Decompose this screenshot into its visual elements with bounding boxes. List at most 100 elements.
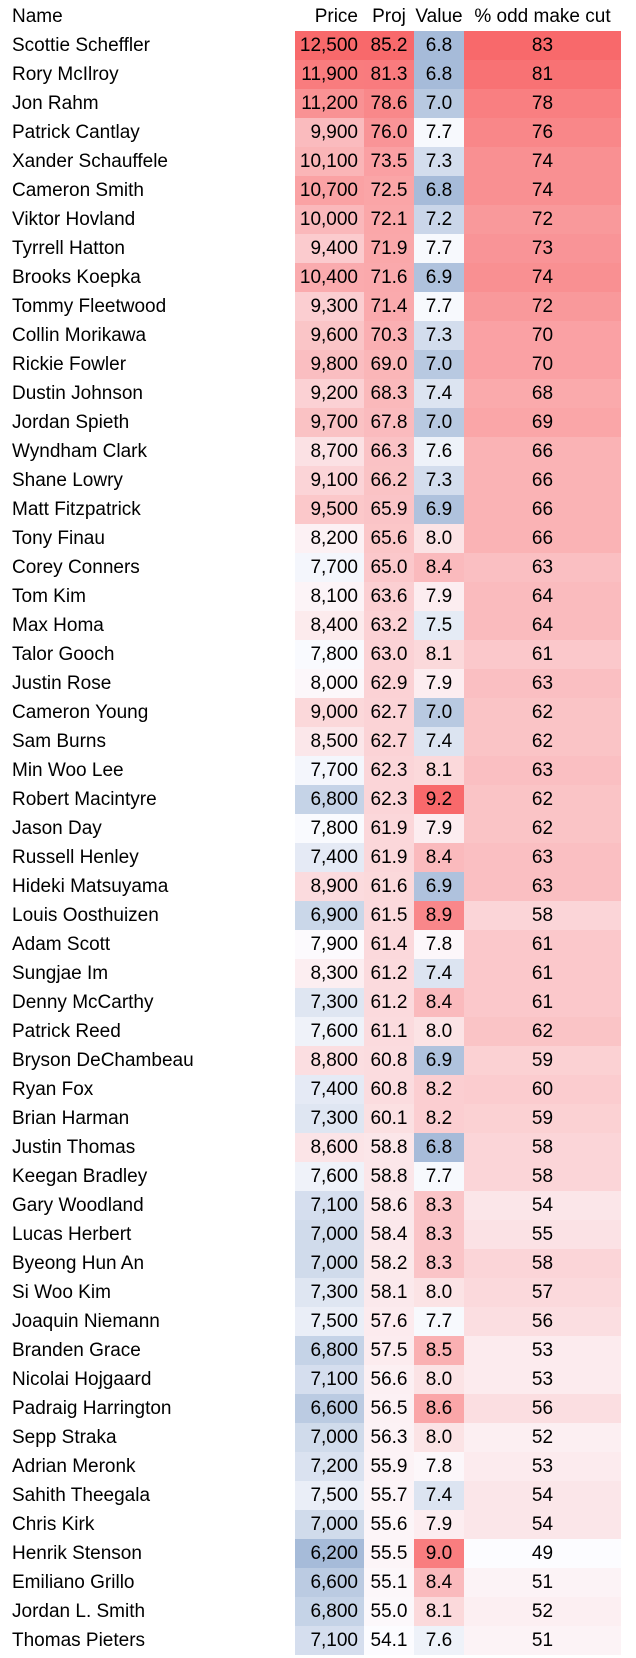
table-row: Jordan L. Smith 6,800 55.0 8.1 52 (0, 1597, 621, 1626)
cell-price: 7,800 (295, 814, 364, 843)
cell-value: 7.6 (414, 437, 464, 466)
cell-name: Matt Fitzpatrick (12, 498, 141, 520)
cell-proj: 61.4 (364, 930, 414, 959)
cell-proj: 54.1 (364, 1626, 414, 1655)
cell-proj: 58.1 (364, 1278, 414, 1307)
cell-cut: 63 (464, 669, 621, 698)
cell-proj: 65.0 (364, 553, 414, 582)
player-table: Name Price Proj Value % odd make cut Sco… (0, 2, 621, 1655)
cell-price: 7,500 (295, 1307, 364, 1336)
cell-name: Ryan Fox (12, 1078, 94, 1100)
cell-price: 6,600 (295, 1394, 364, 1423)
table-row: Thomas Pieters 7,100 54.1 7.6 51 (0, 1626, 621, 1655)
cell-value: 7.2 (414, 205, 464, 234)
cell-price: 7,000 (295, 1220, 364, 1249)
cell-price: 8,500 (295, 727, 364, 756)
cell-proj: 62.7 (364, 698, 414, 727)
cell-cut: 51 (464, 1568, 621, 1597)
cell-cut: 59 (464, 1046, 621, 1075)
cell-proj: 61.9 (364, 814, 414, 843)
cell-price: 8,000 (295, 669, 364, 698)
cell-price: 11,900 (295, 60, 364, 89)
cell-name: Russell Henley (12, 846, 139, 868)
cell-proj: 62.9 (364, 669, 414, 698)
cell-cut: 66 (464, 524, 621, 553)
cell-cut: 52 (464, 1597, 621, 1626)
cell-cut: 68 (464, 379, 621, 408)
cell-value: 7.8 (414, 930, 464, 959)
cell-cut: 62 (464, 814, 621, 843)
cell-cut: 61 (464, 988, 621, 1017)
table-row: Henrik Stenson 6,200 55.5 9.0 49 (0, 1539, 621, 1568)
cell-proj: 61.5 (364, 901, 414, 930)
table-row: Adrian Meronk 7,200 55.9 7.8 53 (0, 1452, 621, 1481)
cell-cut: 61 (464, 959, 621, 988)
cell-value: 7.4 (414, 1481, 464, 1510)
cell-value: 8.1 (414, 1597, 464, 1626)
cell-name: Tony Finau (12, 527, 105, 549)
cell-name: Bryson DeChambeau (12, 1049, 194, 1071)
cell-cut: 70 (464, 321, 621, 350)
cell-value: 6.8 (414, 60, 464, 89)
cell-cut: 66 (464, 495, 621, 524)
cell-proj: 61.6 (364, 872, 414, 901)
table-row: Si Woo Kim 7,300 58.1 8.0 57 (0, 1278, 621, 1307)
cell-value: 6.8 (414, 176, 464, 205)
cell-proj: 61.1 (364, 1017, 414, 1046)
cell-name: Corey Conners (12, 556, 140, 578)
header-name: Name (12, 5, 63, 27)
cell-price: 9,800 (295, 350, 364, 379)
cell-name: Lucas Herbert (12, 1223, 132, 1245)
table-row: Denny McCarthy 7,300 61.2 8.4 61 (0, 988, 621, 1017)
cell-price: 10,400 (295, 263, 364, 292)
cell-proj: 76.0 (364, 118, 414, 147)
cell-value: 8.4 (414, 1568, 464, 1597)
cell-name: Henrik Stenson (12, 1542, 142, 1564)
table-row: Jordan Spieth 9,700 67.8 7.0 69 (0, 408, 621, 437)
cell-price: 8,700 (295, 437, 364, 466)
cell-price: 8,300 (295, 959, 364, 988)
cell-value: 6.9 (414, 263, 464, 292)
cell-cut: 72 (464, 292, 621, 321)
cell-cut: 62 (464, 727, 621, 756)
cell-cut: 58 (464, 1249, 621, 1278)
cell-proj: 58.4 (364, 1220, 414, 1249)
table-row: Shane Lowry 9,100 66.2 7.3 66 (0, 466, 621, 495)
cell-value: 7.0 (414, 89, 464, 118)
table-row: Tommy Fleetwood 9,300 71.4 7.7 72 (0, 292, 621, 321)
cell-price: 9,900 (295, 118, 364, 147)
cell-value: 9.2 (414, 785, 464, 814)
cell-proj: 55.6 (364, 1510, 414, 1539)
cell-name: Jordan Spieth (12, 411, 130, 433)
cell-value: 7.4 (414, 379, 464, 408)
cell-cut: 49 (464, 1539, 621, 1568)
cell-name: Viktor Hovland (12, 208, 136, 230)
cell-price: 8,600 (295, 1133, 364, 1162)
cell-price: 8,400 (295, 611, 364, 640)
table-row: Sungjae Im 8,300 61.2 7.4 61 (0, 959, 621, 988)
cell-proj: 66.3 (364, 437, 414, 466)
cell-proj: 63.0 (364, 640, 414, 669)
cell-value: 8.4 (414, 988, 464, 1017)
cell-proj: 60.8 (364, 1075, 414, 1104)
table-row: Branden Grace 6,800 57.5 8.5 53 (0, 1336, 621, 1365)
cell-value: 7.4 (414, 959, 464, 988)
cell-name: Hideki Matsuyama (12, 875, 169, 897)
table-row: Tony Finau 8,200 65.6 8.0 66 (0, 524, 621, 553)
cell-name: Brooks Koepka (12, 266, 141, 288)
cell-proj: 78.6 (364, 89, 414, 118)
cell-cut: 62 (464, 1017, 621, 1046)
cell-price: 12,500 (295, 31, 364, 60)
cell-cut: 57 (464, 1278, 621, 1307)
cell-price: 7,900 (295, 930, 364, 959)
cell-price: 7,300 (295, 988, 364, 1017)
cell-price: 10,000 (295, 205, 364, 234)
cell-value: 7.9 (414, 814, 464, 843)
cell-name: Justin Thomas (12, 1136, 136, 1158)
table-row: Tom Kim 8,100 63.6 7.9 64 (0, 582, 621, 611)
cell-price: 6,800 (295, 1336, 364, 1365)
cell-name: Shane Lowry (12, 469, 123, 491)
table-row: Keegan Bradley 7,600 58.8 7.7 58 (0, 1162, 621, 1191)
cell-value: 8.5 (414, 1336, 464, 1365)
cell-cut: 81 (464, 60, 621, 89)
